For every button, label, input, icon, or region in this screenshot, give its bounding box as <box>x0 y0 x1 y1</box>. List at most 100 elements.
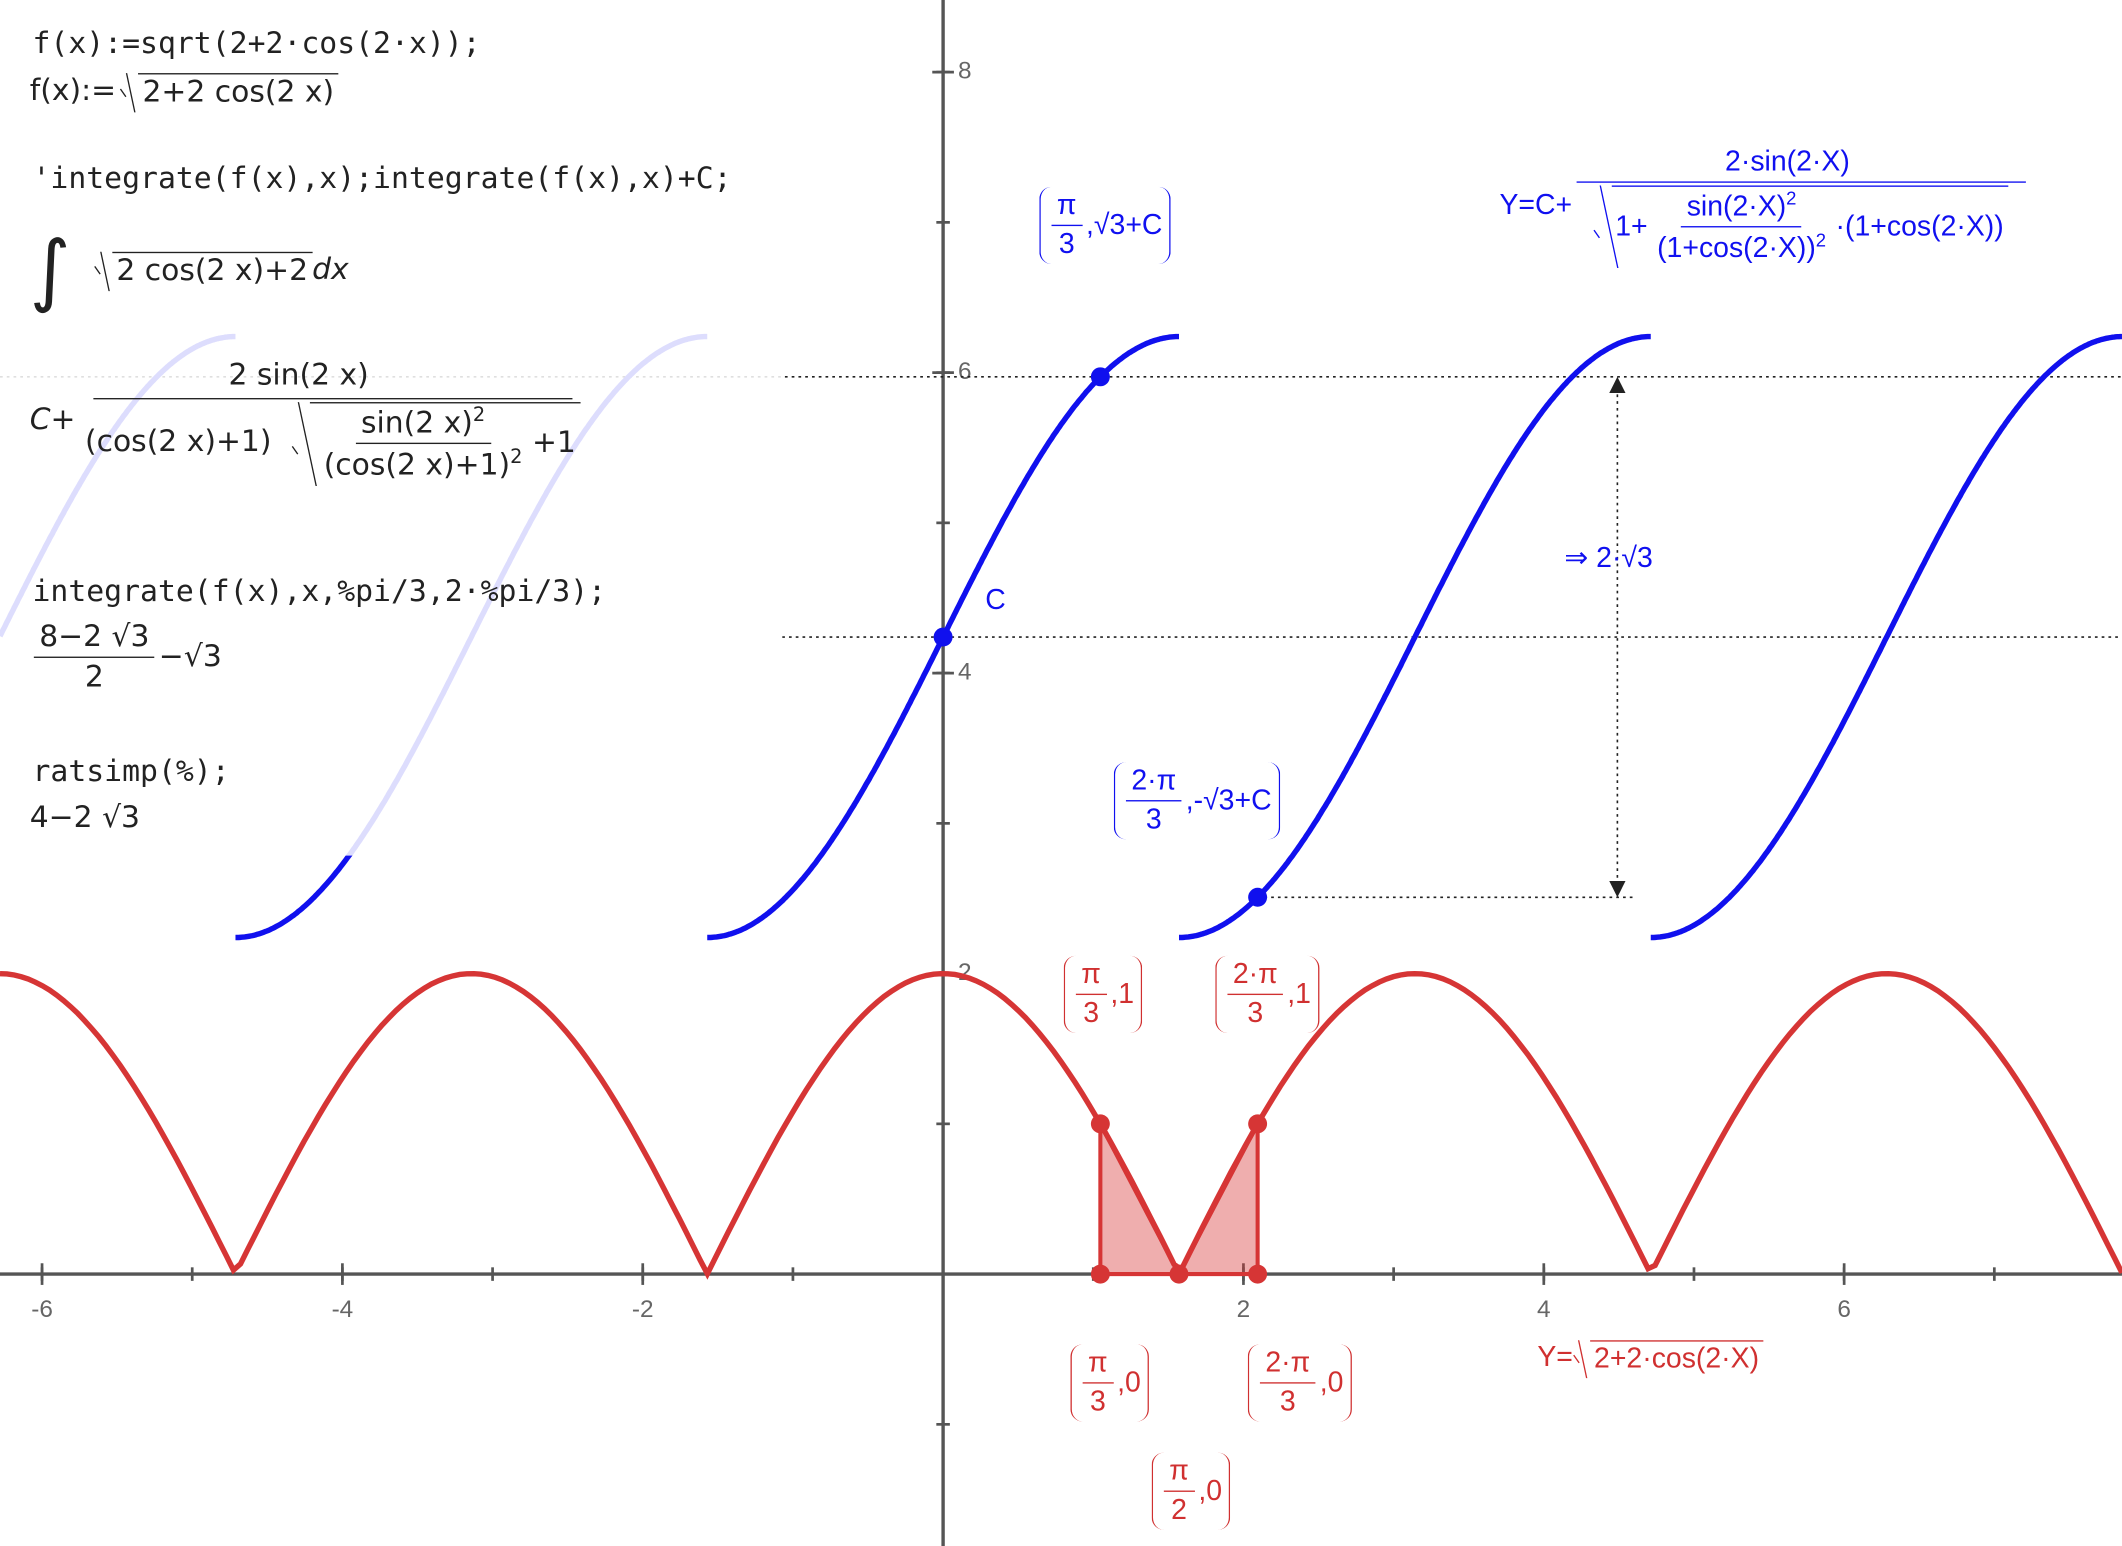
math-text: −√3 <box>158 640 222 675</box>
math-text: Y= <box>1537 1341 1573 1373</box>
math-part: (cos(2 x)+1)2 <box>318 444 528 483</box>
math-text: 3 <box>1058 228 1075 260</box>
math-text: π <box>1051 190 1082 227</box>
y-tick-label: 4 <box>958 659 972 686</box>
output: f(x):= 2+2 cos(2 x) <box>29 73 339 110</box>
math-text: ∫ <box>29 223 71 316</box>
y-tick-label: 8 <box>958 58 972 85</box>
math-part: (cos(2 x)+1) sin(2 x)2 (cos(2 x)+1)2 +1 <box>80 399 586 483</box>
fraction: 2·π 3 <box>1259 1347 1316 1419</box>
point-label: 2·π 3,0 <box>1247 1344 1352 1422</box>
input-line: 'integrate(f(x),x);integrate(f(x),x)+C; <box>32 162 732 197</box>
math-text: 1+ <box>1615 210 1648 242</box>
red-point <box>1090 1264 1110 1284</box>
fraction: sin(2·X)2 (1+cos(2·X))2 <box>1652 188 1832 265</box>
math-text: 2 <box>1815 230 1827 251</box>
math-text: 3 <box>1247 997 1264 1029</box>
arrow-head <box>1609 376 1626 394</box>
math-text: ,√3+C <box>1086 209 1163 241</box>
math-text: 2+2 cos(2 x) <box>142 75 335 110</box>
math-text: ,1 <box>1110 978 1135 1010</box>
math-part: (cos(2 x)+1) sin(2 x)2 (cos(2 x)+1)2 +1 <box>85 402 580 483</box>
math-part: sin(2 x)2 <box>355 404 491 445</box>
output: ∫ 2 cos(2 x)+2 dx <box>30 223 349 315</box>
math-text: 2 sin(2 x) <box>93 359 572 400</box>
math-part: (1+cos(2·X))2 <box>1652 227 1832 265</box>
math-text: 2·π <box>1259 1347 1316 1384</box>
output: C+ 2 sin(2 x) (cos(2 x)+1) sin(2 x)2 (cos(2 … <box>30 359 590 483</box>
output: 4−2 √3 <box>29 801 140 836</box>
input-line: ratsimp(%); <box>32 755 230 790</box>
math-text: Y=C+ <box>1499 189 1573 221</box>
math-text: 2 <box>510 447 523 469</box>
math-text: (1+cos(2·X)) <box>1657 232 1816 264</box>
x-tick-label: -4 <box>332 1296 354 1323</box>
bracket: π 2 ,0 <box>1151 1452 1231 1530</box>
math-part: 1+ sin(2·X)2 (1+cos(2·X))2 ·(1+cos(2·X)) <box>1615 188 2004 265</box>
math-text: sin(2 x) <box>360 406 473 441</box>
arrow-head <box>1609 881 1626 898</box>
math-text: 3 <box>1279 1386 1296 1418</box>
math-text: (cos(2 x)+1) <box>323 448 511 483</box>
y-tick-label: 6 <box>958 358 972 385</box>
blue-curve <box>1650 333 2122 941</box>
math-part: sin(2·X)2 <box>1681 188 1802 228</box>
math-text: C+ <box>29 403 76 438</box>
math-text: ,0 <box>1198 1474 1223 1507</box>
math-text: 3 <box>1145 804 1162 836</box>
math-text: 2·sin(2·X) <box>1576 146 2026 183</box>
red-curve <box>0 970 2122 1280</box>
point-label: π 2 ,0 <box>1151 1452 1231 1530</box>
fraction: sin(2 x)2 (cos(2 x)+1)2 <box>318 405 528 483</box>
blue-point <box>933 627 953 647</box>
math-text: π <box>1075 958 1107 996</box>
input-line: integrate(f(x),x,%pi/3,2·%pi/3); <box>32 575 607 610</box>
maxima-console: f(x):=sqrt(2+2·cos(2·x)); f(x):= 2+2 cos(… <box>0 0 783 856</box>
math-text: 2·π <box>1227 958 1284 996</box>
bracket: 2·π 3,0 <box>1247 1344 1352 1422</box>
difference-label: ⇒ 2·√3 <box>1564 542 1653 575</box>
fraction: 2·π 3 <box>1227 958 1284 1030</box>
point-label: 2·π 3 ,-√3+C <box>1113 762 1280 840</box>
math-text: 2 <box>1171 1494 1187 1526</box>
math-text: ,1 <box>1287 978 1311 1010</box>
math-text: ,0 <box>1117 1366 1141 1398</box>
math-text: ·(1+cos(2·X)) <box>1835 210 2004 242</box>
math-text: (cos(2 x)+1) <box>84 425 272 460</box>
point-label: π 3,1 <box>1063 955 1143 1033</box>
x-tick-label: 6 <box>1837 1296 1851 1323</box>
x-tick-label: 4 <box>1537 1296 1551 1323</box>
red-formula: Y= 2+2·cos(2·X) <box>1537 1340 1764 1375</box>
math-text: 3 <box>1089 1386 1106 1418</box>
radical: sin(2 x)2 (cos(2 x)+1)2 +1 <box>310 402 580 483</box>
radical: 2 cos(2 x)+2 <box>112 251 313 288</box>
math-text: dx <box>312 252 349 287</box>
point-label: π 3,0 <box>1070 1344 1149 1422</box>
point-label: 2·π 3,1 <box>1215 955 1320 1033</box>
red-point <box>1248 1114 1268 1134</box>
red-point <box>1169 1264 1189 1284</box>
output: 8−2 √3 2 −√3 <box>30 620 222 694</box>
bracket: 2·π 3 ,-√3+C <box>1113 762 1280 840</box>
math-text: 2 <box>472 404 486 427</box>
math-text: 8−2 √3 <box>33 620 155 658</box>
x-tick-label: -2 <box>632 1296 654 1323</box>
math-text: π <box>1163 1455 1195 1492</box>
math-text: ,-√3+C <box>1185 784 1272 816</box>
blue-point <box>1090 367 1110 387</box>
input-line: f(x):=sqrt(2+2·cos(2·x)); <box>32 27 481 61</box>
red-point <box>1090 1114 1110 1134</box>
fraction: 2·sin(2·X) 1+ sin(2·X)2 (1+cos(2·X))2 ·(1+co… <box>1576 146 2026 265</box>
blue-formula: Y=C+ 2·sin(2·X) 1+ sin(2·X)2 (1+cos(2·X))2 ·(… <box>1499 146 2029 265</box>
math-text: f(x):= <box>29 74 117 109</box>
radical: 1+ sin(2·X)2 (1+cos(2·X))2 ·(1+cos(2·X)) <box>1611 185 2008 265</box>
x-tick-label: 2 <box>1237 1296 1251 1323</box>
point-label: π 3 ,√3+C <box>1039 186 1171 264</box>
math-text: π <box>1082 1347 1114 1384</box>
math-text: 2·π <box>1125 765 1182 802</box>
